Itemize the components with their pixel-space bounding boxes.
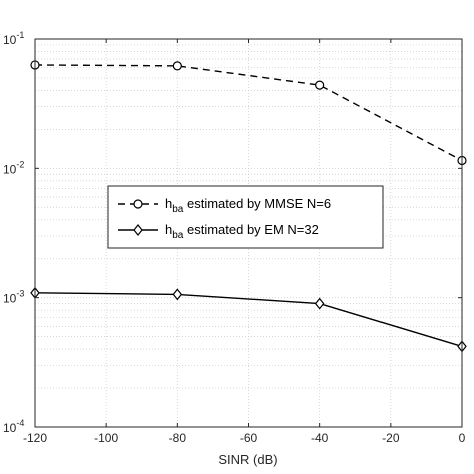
x-tick-label: -80 (169, 431, 187, 445)
legend-label: hba estimated by EM N=32 (165, 222, 319, 241)
series-1-line (34, 64, 463, 162)
legend-label: hba estimated by MMSE N=6 (165, 196, 331, 215)
series-1-point (315, 80, 325, 90)
series-1-point (172, 61, 182, 71)
x-tick-label: 0 (459, 431, 466, 445)
x-tick-label: -40 (311, 431, 329, 445)
x-tick-label: -120 (23, 431, 47, 445)
series-2-point (314, 297, 325, 310)
x-axis-label: SINR (dB) (218, 452, 277, 467)
y-tick-label: 10-4 (3, 418, 24, 435)
series-2-point (172, 288, 183, 301)
y-tick-label: 10-3 (3, 289, 24, 306)
y-tick-label: 10-1 (3, 30, 24, 47)
legend-swatch-marker (133, 224, 143, 236)
legend-swatch-marker (133, 199, 143, 209)
legend: hba estimated by MMSE N=6 hba estimated b… (107, 185, 384, 249)
y-tick-label: 10-2 (3, 159, 24, 176)
ticks: -120 -100 -80 -60 -40 -20 0 10-1 10-2 10-3 10-4 (3, 30, 466, 445)
series-2-line (34, 292, 463, 348)
x-tick-label: -20 (382, 431, 400, 445)
x-tick-label: -100 (94, 431, 118, 445)
legend-box (107, 185, 384, 249)
x-tick-label: -60 (240, 431, 258, 445)
